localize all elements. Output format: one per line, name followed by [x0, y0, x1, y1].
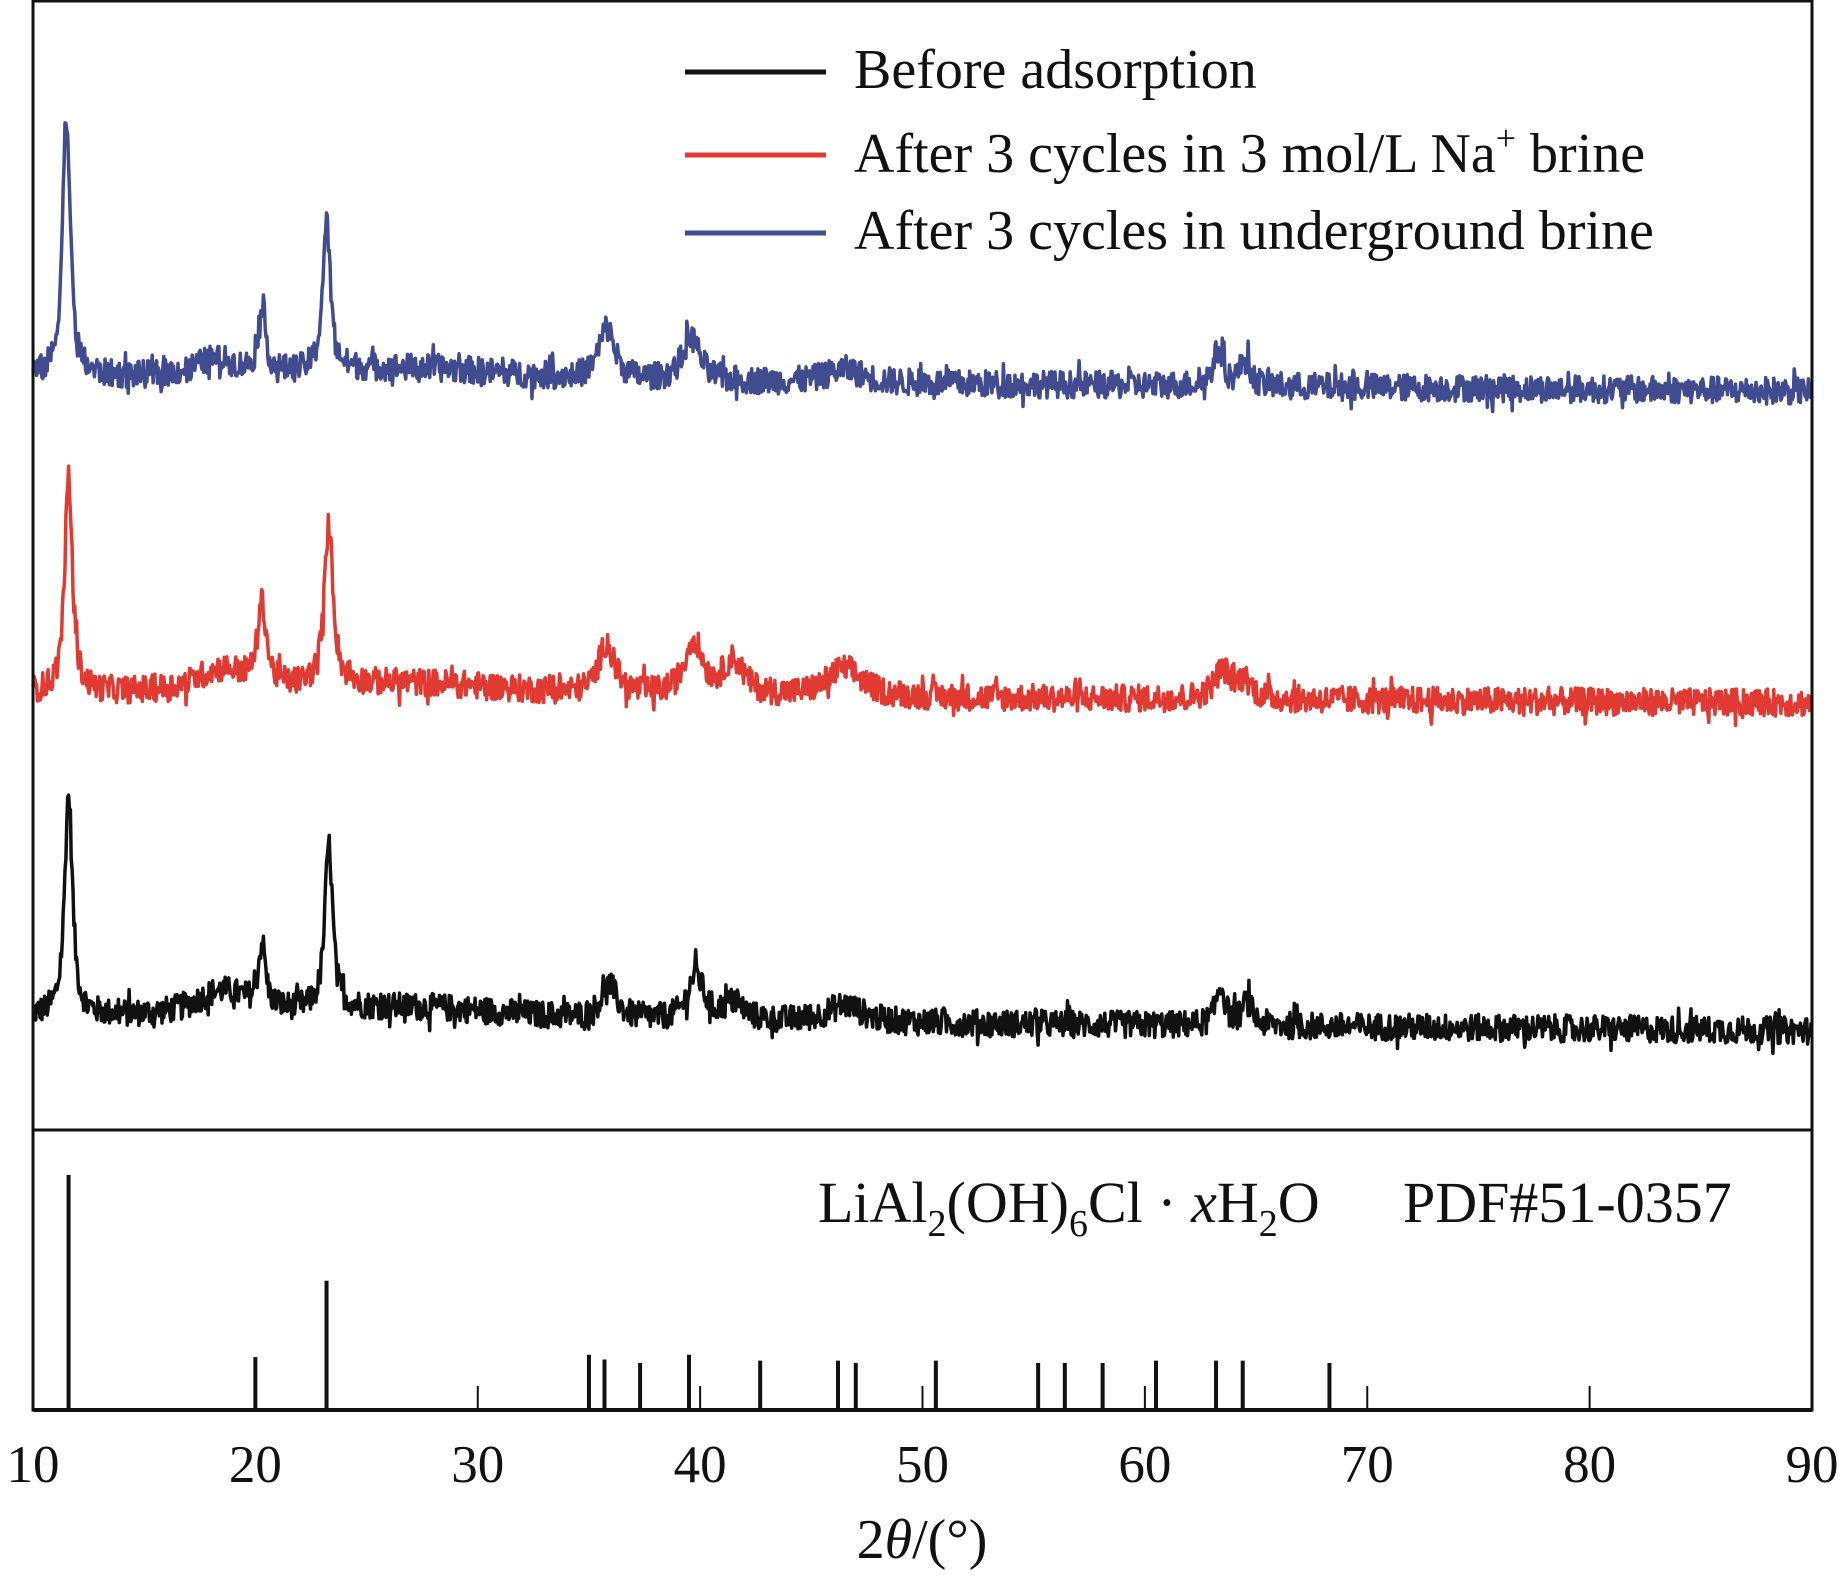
x-tick-label: 70 [1341, 1436, 1394, 1494]
x-ticks: 10 20 30 40 50 60 70 80 90 [7, 1386, 1839, 1494]
x-tick-label: 60 [1118, 1436, 1171, 1494]
x-tick-label: 20 [229, 1436, 282, 1494]
series-line-before-adsorption [32, 793, 1813, 1056]
series-line-na-brine [31, 464, 1813, 728]
legend: Before adsorption After 3 cycles in 3 mo… [685, 39, 1654, 262]
x-axis-label: 2θ/(°) [857, 1509, 988, 1571]
x-tick-label: 90 [1786, 1436, 1839, 1494]
reference-sticks [66, 1175, 1332, 1410]
pattern-curves [31, 121, 1813, 1056]
legend-label-na-brine: After 3 cycles in 3 mol/L Na+ brine [854, 118, 1645, 185]
reference-pdf-label: PDF#51-0357 [1403, 1170, 1732, 1235]
x-tick-label: 80 [1563, 1436, 1616, 1494]
legend-label-before: Before adsorption [854, 39, 1257, 101]
x-tick-label: 50 [896, 1436, 949, 1494]
series-line-underground-brine [31, 121, 1813, 414]
reference-formula: LiAl2(OH)6Cl · xH2O [818, 1170, 1320, 1245]
x-tick-label: 30 [451, 1436, 504, 1494]
legend-label-underground: After 3 cycles in underground brine [854, 200, 1654, 262]
x-tick-label: 10 [7, 1436, 60, 1494]
x-tick-label: 40 [674, 1436, 727, 1494]
